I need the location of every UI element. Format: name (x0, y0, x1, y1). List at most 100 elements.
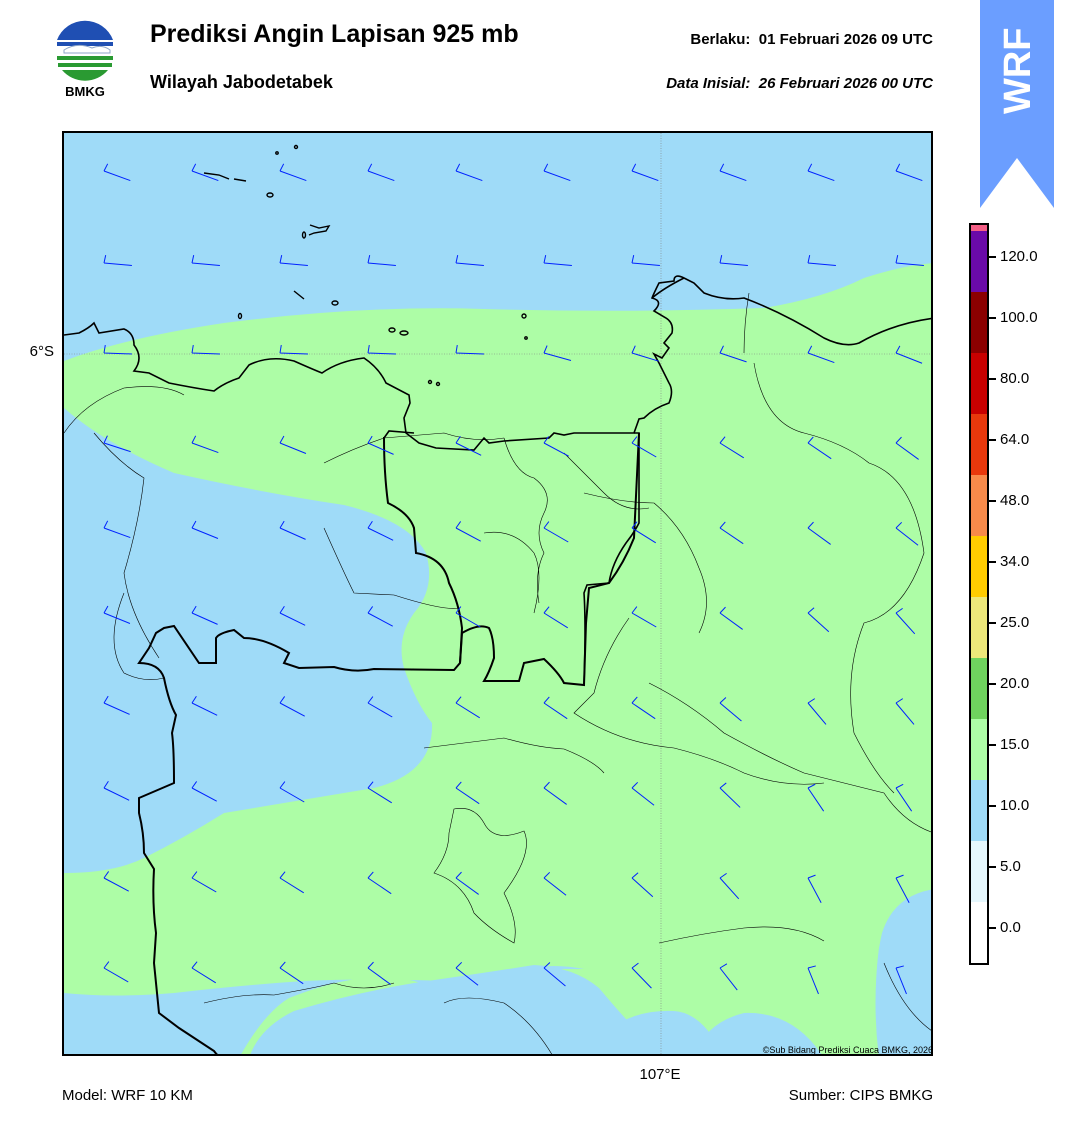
wind-barb (719, 697, 742, 722)
valid-time: Berlaku: 01 Februari 2026 09 UTC (600, 31, 933, 48)
colorbar-tick (989, 316, 996, 319)
wind-barb (719, 255, 748, 266)
wind-barb (895, 163, 923, 182)
lon-label: 107°E (639, 1066, 681, 1083)
wind-barb (103, 435, 131, 453)
colorbar-segment (971, 475, 987, 536)
valid-value: 01 Februari 2026 09 UTC (758, 31, 933, 48)
wind-barb (895, 783, 913, 812)
map-canvas: ©Sub Bidang Prediksi Cuaca BMKG, 2026 (64, 133, 931, 1054)
colorbar-tick (989, 926, 996, 929)
colorbar-segment (971, 780, 987, 841)
wind-barb (807, 965, 819, 995)
wind-barb (807, 607, 830, 633)
wind-barb (895, 607, 916, 635)
wind-barb (191, 961, 217, 984)
wind-barb (543, 871, 567, 896)
colorbar-label: 25.0 (1000, 613, 1030, 631)
wrf-badge: WRF (979, 0, 1055, 208)
wind-barb (455, 871, 479, 895)
wind-barb (719, 521, 744, 545)
colorbar-tick (989, 377, 996, 380)
wind-barb (455, 606, 481, 628)
wind-barb (631, 521, 657, 544)
init-time: Data Inisial: 26 Februari 2026 00 UTC (560, 75, 933, 92)
wind-barb (543, 696, 568, 720)
wind-barb (367, 606, 393, 627)
colorbar-label: 100.0 (1000, 308, 1038, 326)
wind-barb (719, 436, 745, 459)
wind-barb (631, 781, 655, 806)
wind-barb (455, 521, 481, 542)
colorbar-segment (971, 536, 987, 597)
wind-barb (895, 436, 919, 460)
colorbar-segment (971, 719, 987, 780)
wind-barb (807, 874, 822, 903)
colorbar-segment (971, 841, 987, 902)
colorbar-tick (989, 621, 996, 624)
wind-barb (631, 345, 659, 362)
wind-speed-5-10-lobe-southeast (695, 1012, 822, 1054)
wind-barb (895, 255, 924, 266)
wind-barb (279, 255, 308, 266)
colorbar-segment (971, 225, 987, 231)
wind-barb (367, 961, 391, 985)
wind-barb (103, 780, 130, 801)
colorbar-tick (989, 743, 996, 746)
colorbar-tick (989, 560, 996, 563)
wind-barb (807, 345, 835, 364)
wind-barb (279, 344, 309, 355)
wind-barb (807, 163, 835, 182)
colorbar-label: 34.0 (1000, 552, 1030, 570)
colorbar-label: 120.0 (1000, 247, 1038, 265)
wind-barb (455, 255, 484, 266)
wind-barb (191, 781, 217, 802)
colorbar-label: 5.0 (1000, 857, 1021, 875)
wind-barb (631, 606, 657, 628)
wind-barb (631, 872, 654, 898)
wind-barb (719, 163, 747, 182)
source-info: Sumber: CIPS BMKG (788, 1087, 933, 1104)
wind-barb (455, 961, 479, 986)
wind-barb (279, 696, 305, 717)
wind-barb (103, 961, 129, 983)
wind-barb (543, 345, 572, 361)
wind-barb (367, 520, 394, 541)
colorbar-label: 0.0 (1000, 918, 1021, 936)
wind-barb (895, 345, 923, 364)
wind-speed-5-10-lobe-south (250, 965, 660, 1054)
wind-barb (631, 436, 657, 458)
wind-barb (191, 695, 218, 716)
colorbar-segment (971, 414, 987, 475)
wind-barb (279, 871, 305, 894)
wind-barb (807, 436, 832, 460)
wind-barb (103, 255, 132, 266)
wind-barb (103, 605, 131, 624)
wind-barb (719, 345, 747, 363)
wind-speed-10-15-area (64, 263, 931, 1054)
wind-barb (367, 696, 393, 718)
wind-barb (367, 344, 397, 355)
wind-barb (895, 965, 907, 995)
wind-speed-5-10-tongue (64, 408, 433, 873)
wind-barb (279, 605, 306, 626)
wind-barb (631, 163, 659, 182)
wind-barb (719, 606, 743, 630)
wind-barb (191, 435, 219, 454)
colorbar-segment (971, 902, 987, 963)
colorbar-tick (989, 804, 996, 807)
wrf-badge-text: WRF (997, 27, 1039, 114)
logo-text: BMKG (65, 84, 105, 99)
map-title: Prediksi Angin Lapisan 925 mb (150, 20, 519, 48)
wind-barb (279, 163, 307, 182)
wind-barb (191, 605, 218, 625)
wind-barb (719, 963, 738, 991)
colorbar-label: 48.0 (1000, 491, 1030, 509)
colorbar-tick (989, 682, 996, 685)
colorbar-segment (971, 658, 987, 719)
colorbar-segment (971, 231, 987, 292)
wind-barb (543, 436, 569, 457)
wind-barb (719, 872, 740, 900)
colorbar-label: 64.0 (1000, 430, 1030, 448)
wind-barb (455, 163, 483, 182)
